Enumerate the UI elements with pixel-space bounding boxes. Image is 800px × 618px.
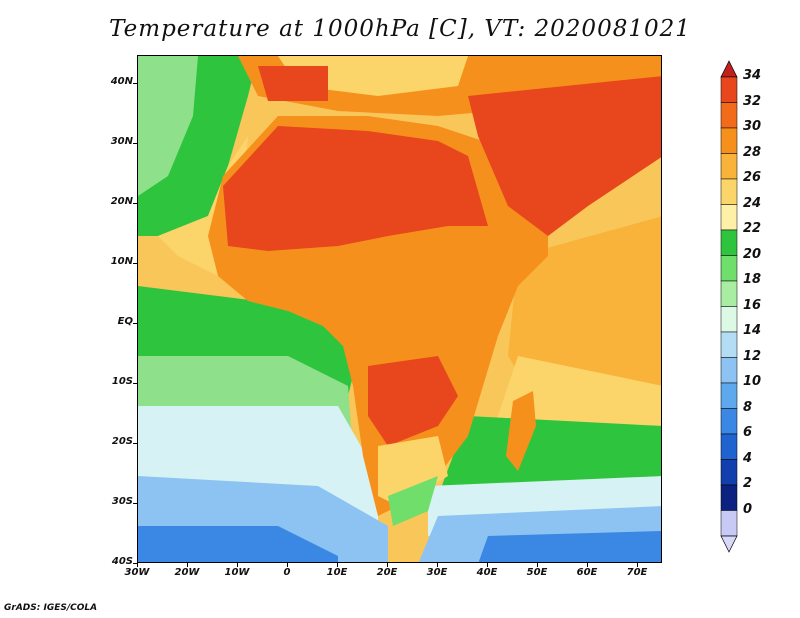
colorbar-label: 10 — [743, 374, 762, 389]
x-tick-mark — [437, 563, 438, 567]
colorbar-segment — [720, 408, 738, 435]
colorbar-segment — [720, 204, 738, 231]
y-tick-mark — [133, 263, 137, 264]
colorbar-label: 6 — [743, 425, 753, 440]
y-tick-label: 20S — [111, 436, 133, 447]
colorbar-segment — [720, 382, 738, 409]
map-frame — [137, 55, 662, 563]
x-tick-label: 30E — [426, 567, 448, 578]
sahara-hot — [223, 126, 488, 251]
colorbar-label: 18 — [743, 272, 762, 287]
x-tick-label: 20E — [376, 567, 398, 578]
x-tick-label: 10W — [224, 567, 250, 578]
arabia-hot — [468, 76, 661, 236]
chart-title: Temperature at 1000hPa [C], VT: 20200810… — [109, 16, 691, 42]
y-tick-mark — [133, 503, 137, 504]
colorbar-label: 26 — [743, 170, 762, 185]
x-tick-label: 40E — [476, 567, 498, 578]
colorbar-label: 4 — [743, 450, 753, 466]
colorbar-segment — [720, 459, 738, 486]
colorbar-bottom-arrow — [720, 535, 738, 553]
y-tick-mark — [133, 83, 137, 84]
north-atlantic-light — [138, 56, 198, 196]
y-tick-label: 40S — [111, 556, 133, 567]
y-tick-label: 20N — [110, 196, 133, 207]
y-tick-label: 10S — [111, 376, 133, 387]
colorbar-label: 20 — [743, 246, 762, 262]
x-tick-mark — [487, 563, 488, 567]
x-tick-label: 0 — [283, 567, 291, 578]
x-tick-label: 20W — [174, 567, 200, 578]
x-tick-mark — [637, 563, 638, 567]
colorbar-label: 22 — [743, 221, 762, 236]
colorbar-label: 34 — [743, 68, 762, 83]
x-tick-mark — [587, 563, 588, 567]
colorbar-label: 14 — [743, 323, 762, 338]
colorbar-segment — [720, 102, 738, 129]
colorbar-label: 0 — [743, 501, 753, 517]
x-tick-mark — [137, 563, 138, 567]
y-tick-label: 10N — [110, 256, 133, 267]
colorbar-segment — [720, 306, 738, 333]
colorbar-segment — [720, 255, 738, 282]
x-tick-mark — [237, 563, 238, 567]
colorbar-label: 2 — [743, 476, 753, 491]
x-tick-label: 60E — [576, 567, 598, 578]
madagascar — [506, 391, 536, 471]
colorbar-segment — [720, 484, 738, 511]
south-atlantic-deep — [138, 526, 338, 562]
colorbar-label: 12 — [743, 348, 762, 364]
y-tick-mark — [133, 563, 137, 564]
y-tick-mark — [133, 383, 137, 384]
colorbar-segment — [720, 127, 738, 154]
y-tick-mark — [133, 443, 137, 444]
iberia-hot — [258, 66, 328, 101]
colorbar-segment — [720, 357, 738, 384]
colorbar-label: 16 — [743, 297, 762, 313]
temperature-map — [138, 56, 661, 562]
x-tick-mark — [287, 563, 288, 567]
colorbar-label: 32 — [743, 93, 762, 109]
colorbar-segment — [720, 153, 738, 180]
x-tick-label: 70E — [626, 567, 648, 578]
colorbar-segment — [720, 178, 738, 205]
y-tick-label: 30S — [111, 496, 133, 507]
x-tick-mark — [187, 563, 188, 567]
x-tick-label: 50E — [526, 567, 548, 578]
y-tick-label: 40N — [110, 76, 133, 87]
colorbar-label: 24 — [743, 195, 762, 211]
colorbar-segment — [720, 331, 738, 358]
south-africa-green — [388, 476, 438, 526]
x-tick-mark — [537, 563, 538, 567]
x-tick-label: 30W — [124, 567, 150, 578]
x-tick-label: 10E — [326, 567, 348, 578]
x-tick-mark — [387, 563, 388, 567]
southern-africa-hot — [368, 356, 458, 446]
y-tick-mark — [133, 203, 137, 204]
colorbar-label: 28 — [743, 144, 762, 160]
colorbar-segment — [720, 510, 738, 537]
colorbar-label: 30 — [743, 119, 762, 134]
colorbar-segment — [720, 229, 738, 256]
colorbar-top-arrow — [720, 60, 738, 78]
y-tick-mark — [133, 323, 137, 324]
colorbar — [720, 60, 738, 553]
y-tick-label: EQ — [117, 316, 133, 327]
colorbar-segment — [720, 433, 738, 460]
colorbar-label: 8 — [743, 399, 753, 415]
y-tick-label: 30N — [110, 136, 133, 147]
colorbar-segment — [720, 76, 738, 103]
y-tick-mark — [133, 143, 137, 144]
grads-footer: GrADS: IGES/COLA — [4, 603, 98, 613]
indian-ocean-green — [438, 416, 661, 496]
x-tick-mark — [337, 563, 338, 567]
colorbar-segment — [720, 280, 738, 307]
indian-ocean-deep — [478, 531, 661, 562]
south-africa-yellow — [378, 436, 448, 506]
